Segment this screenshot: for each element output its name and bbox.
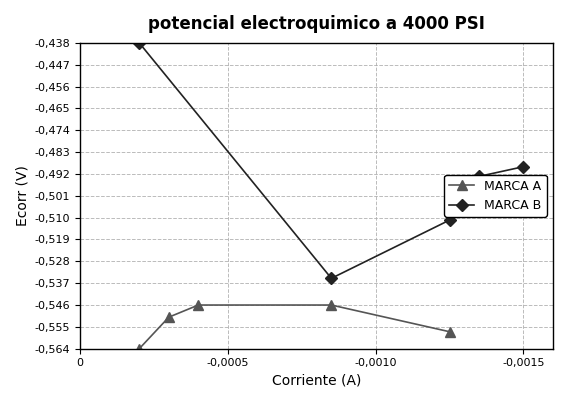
MARCA B — [328, 276, 335, 281]
MARCA A — [446, 329, 453, 334]
MARCA A — [328, 303, 335, 307]
MARCA A — [136, 346, 143, 351]
Title: potencial electroquimico a 4000 PSI: potencial electroquimico a 4000 PSI — [148, 15, 485, 33]
X-axis label: Corriente (A): Corriente (A) — [272, 374, 361, 388]
MARCA B — [136, 40, 143, 45]
MARCA A — [195, 303, 202, 307]
MARCA B — [520, 164, 527, 169]
Y-axis label: Ecorr (V): Ecorr (V) — [15, 165, 29, 226]
Legend: MARCA A, MARCA B: MARCA A, MARCA B — [445, 174, 547, 217]
MARCA B — [476, 174, 483, 179]
Line: MARCA A: MARCA A — [135, 300, 454, 353]
MARCA B — [446, 218, 453, 222]
MARCA A — [165, 315, 172, 320]
Line: MARCA B: MARCA B — [135, 39, 528, 283]
